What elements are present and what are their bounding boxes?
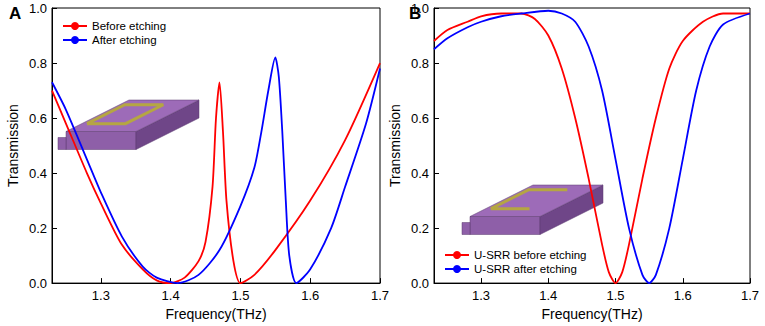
svg-text:U-SRR before etching: U-SRR before etching — [474, 249, 587, 261]
svg-text:Transmission: Transmission — [387, 104, 403, 187]
svg-text:1.7: 1.7 — [741, 288, 759, 303]
svg-text:1.3: 1.3 — [92, 288, 110, 303]
svg-text:0.8: 0.8 — [29, 56, 47, 71]
svg-text:1.5: 1.5 — [231, 288, 249, 303]
svg-text:0.2: 0.2 — [29, 221, 47, 236]
svg-text:0.4: 0.4 — [411, 166, 429, 181]
svg-text:1.5: 1.5 — [606, 288, 624, 303]
svg-text:0.8: 0.8 — [411, 56, 429, 71]
svg-text:1.6: 1.6 — [301, 288, 319, 303]
svg-text:B: B — [409, 4, 421, 23]
svg-text:0.0: 0.0 — [411, 276, 429, 291]
svg-text:1.0: 1.0 — [29, 1, 47, 16]
svg-text:0.0: 0.0 — [29, 276, 47, 291]
svg-text:1.4: 1.4 — [162, 288, 180, 303]
svg-text:0.6: 0.6 — [411, 111, 429, 126]
svg-text:1.4: 1.4 — [539, 288, 557, 303]
svg-text:1.3: 1.3 — [472, 288, 490, 303]
svg-text:0.4: 0.4 — [29, 166, 47, 181]
svg-text:0.2: 0.2 — [411, 221, 429, 236]
svg-text:1.7: 1.7 — [371, 288, 389, 303]
svg-text:A: A — [9, 4, 21, 23]
svg-text:1.6: 1.6 — [674, 288, 692, 303]
svg-text:Before etching: Before etching — [92, 20, 166, 32]
svg-text:Frequency(THz): Frequency(THz) — [541, 306, 642, 322]
svg-text:0.6: 0.6 — [29, 111, 47, 126]
svg-text:Transmission: Transmission — [5, 104, 21, 187]
svg-text:U-SRR after etching: U-SRR after etching — [474, 263, 577, 275]
svg-text:Frequency(THz): Frequency(THz) — [165, 306, 266, 322]
svg-text:After etching: After etching — [92, 34, 157, 46]
